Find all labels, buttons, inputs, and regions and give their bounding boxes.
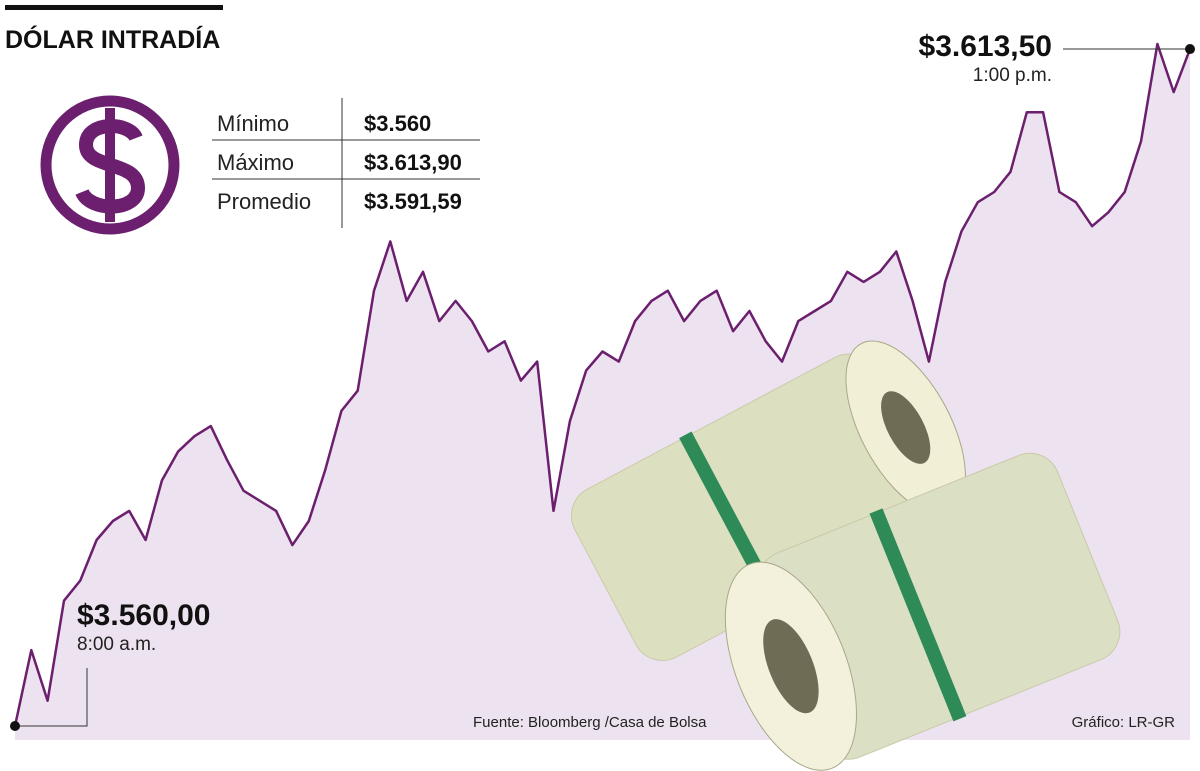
leader-line <box>15 668 88 727</box>
end-value: $3.613,50 <box>919 30 1052 63</box>
title-rule <box>5 5 223 10</box>
stat-value: $3.613,90 <box>364 150 462 175</box>
stat-label: Promedio <box>217 189 311 214</box>
stats-table: Mínimo $3.560 Máximo $3.613,90 Promedio $3.59… <box>212 98 480 228</box>
dollar-icon <box>40 95 180 235</box>
chart-title: DÓLAR INTRADÍA <box>5 24 220 54</box>
stat-label: Mínimo <box>217 111 289 136</box>
annotations: $3.560,008:00 a.m. $3.613,501:00 p.m. Fuen… <box>10 30 1195 731</box>
stat-value: $3.560 <box>364 111 431 136</box>
line <box>13 42 1192 727</box>
stat-label: Máximo <box>217 150 294 175</box>
source: Fuente: Bloomberg /Casa de Bolsa <box>473 714 707 731</box>
money-rolls <box>570 340 1121 771</box>
start-time: 8:00 a.m. <box>77 634 156 655</box>
start-point <box>10 721 20 731</box>
stat-value: $3.591,59 <box>364 189 462 214</box>
end-point <box>1185 44 1195 55</box>
credit: Gráfico: LR-GR <box>1072 714 1176 731</box>
end-time: 1:00 p.m. <box>973 65 1052 86</box>
start-value: $3.560,00 <box>77 599 210 632</box>
